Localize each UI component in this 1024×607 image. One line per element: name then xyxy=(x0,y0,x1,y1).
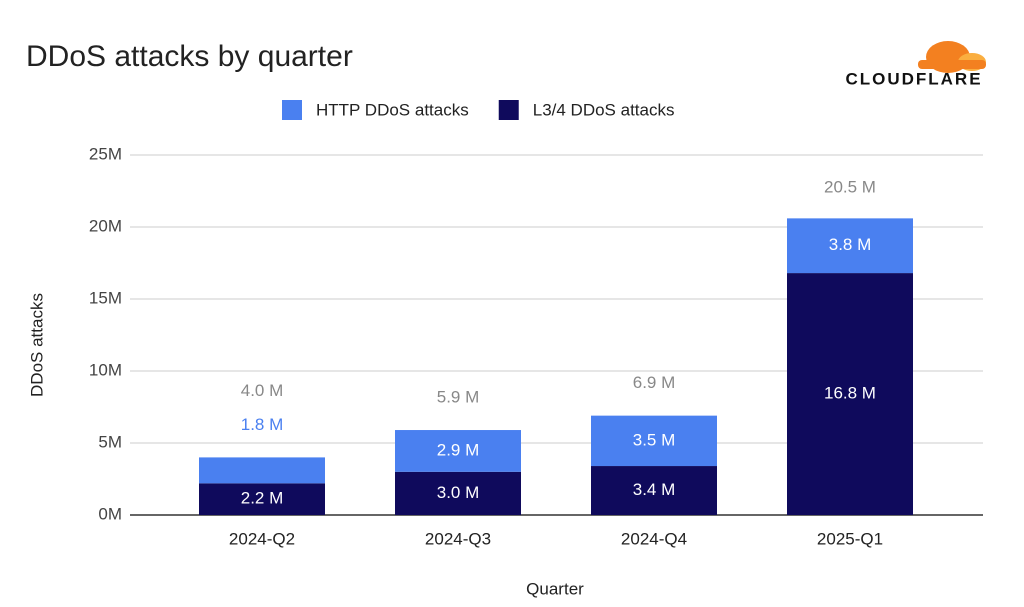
y-tick-label: 0M xyxy=(98,504,122,523)
data-label: 2.9 M xyxy=(437,440,480,459)
y-tick-label: 15M xyxy=(89,288,122,307)
y-tick-label: 25M xyxy=(89,144,122,163)
bar-segment xyxy=(199,457,325,484)
y-tick-label: 5M xyxy=(98,432,122,451)
legend-label: L3/4 DDoS attacks xyxy=(533,100,675,119)
data-label: 3.8 M xyxy=(829,235,872,254)
bar-segment xyxy=(199,483,325,515)
bar-segment xyxy=(591,466,717,515)
total-label: 20.5 M xyxy=(824,177,876,196)
bar-segment xyxy=(787,218,913,274)
x-tick-label: 2024-Q2 xyxy=(229,529,295,548)
data-label: 16.8 M xyxy=(824,384,876,403)
chart-title: DDoS attacks by quarter xyxy=(26,40,353,73)
bar-segment xyxy=(591,415,717,467)
x-tick-label: 2024-Q3 xyxy=(425,529,491,548)
total-label: 4.0 M xyxy=(241,381,284,400)
data-label: 3.0 M xyxy=(437,483,480,502)
bar-segment xyxy=(395,430,521,472)
y-axis-label: DDoS attacks xyxy=(27,293,46,397)
y-tick-label: 20M xyxy=(89,216,122,235)
data-label: 3.5 M xyxy=(633,430,676,449)
bar-segment xyxy=(787,273,913,515)
data-label: 1.8 M xyxy=(241,415,284,434)
x-tick-label: 2025-Q1 xyxy=(817,529,883,548)
legend-swatch xyxy=(498,100,519,120)
x-axis-label: Quarter xyxy=(526,579,584,598)
bar-segment xyxy=(395,471,521,515)
data-label: 3.4 M xyxy=(633,480,676,499)
total-label: 6.9 M xyxy=(633,373,676,392)
brand-logo: CLOUDFLARE xyxy=(845,41,986,88)
legend-label: HTTP DDoS attacks xyxy=(316,100,469,119)
brand-name: CLOUDFLARE xyxy=(845,69,982,88)
data-label: 2.2 M xyxy=(241,489,284,508)
y-tick-label: 10M xyxy=(89,360,122,379)
total-label: 5.9 M xyxy=(437,388,480,407)
legend-swatch xyxy=(282,100,302,120)
x-tick-label: 2024-Q4 xyxy=(621,529,687,548)
